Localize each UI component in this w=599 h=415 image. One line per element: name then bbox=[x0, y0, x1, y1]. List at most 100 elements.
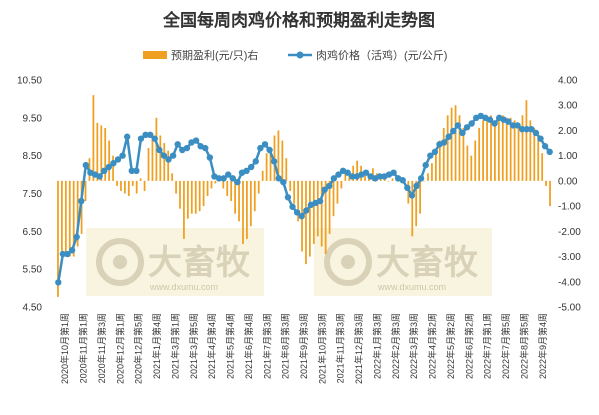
profit-bar bbox=[340, 180, 343, 189]
price-point bbox=[225, 171, 232, 178]
price-point bbox=[270, 158, 278, 165]
price-point bbox=[440, 139, 448, 146]
profit-bar bbox=[238, 180, 240, 222]
price-point bbox=[192, 137, 200, 144]
price-point bbox=[257, 144, 264, 152]
price-point bbox=[321, 186, 328, 193]
right-tick-label: -2.00 bbox=[558, 227, 581, 238]
price-point bbox=[335, 171, 342, 178]
x-tick-label: 2020年10月第1周 bbox=[59, 313, 70, 384]
right-tick-label: 0.00 bbox=[558, 176, 578, 187]
profit-bar bbox=[159, 135, 162, 181]
price-point bbox=[537, 135, 544, 142]
price-point bbox=[101, 167, 108, 174]
right-tick-label: -1.00 bbox=[558, 202, 581, 213]
profit-bar bbox=[261, 170, 264, 181]
price-point bbox=[252, 158, 259, 165]
profit-bar bbox=[57, 180, 59, 297]
left-tick-label: 5.50 bbox=[23, 265, 43, 276]
profit-bar bbox=[214, 180, 217, 184]
profit-bar bbox=[151, 132, 154, 181]
profit-bar bbox=[131, 180, 134, 186]
price-point bbox=[55, 279, 62, 286]
x-tick-label: 2021年4月第4周 bbox=[206, 313, 217, 379]
profit-bar bbox=[104, 127, 107, 181]
price-point bbox=[142, 131, 149, 139]
profit-bar bbox=[442, 127, 445, 181]
price-point bbox=[234, 178, 241, 186]
price-point bbox=[413, 182, 420, 190]
x-tick-label: 2020年12月第1周 bbox=[114, 313, 125, 384]
x-tick-label: 2022年6月第2周 bbox=[463, 313, 474, 379]
profit-bar bbox=[253, 180, 256, 212]
price-point bbox=[266, 146, 273, 154]
profit-bar bbox=[411, 180, 414, 237]
profit-bar bbox=[108, 140, 111, 181]
price-point bbox=[82, 161, 90, 169]
price-point bbox=[399, 177, 406, 184]
profit-bar bbox=[391, 178, 394, 181]
price-point bbox=[156, 146, 163, 154]
price-point bbox=[427, 152, 434, 159]
profit-bar bbox=[175, 180, 177, 194]
price-point bbox=[114, 156, 122, 163]
x-tick-label: 2022年1月第3周 bbox=[371, 313, 382, 379]
x-tick-label: 2021年8月第3周 bbox=[280, 313, 291, 379]
left-tick-label: 10.50 bbox=[17, 76, 42, 87]
profit-bar bbox=[100, 125, 103, 181]
price-point bbox=[523, 125, 530, 133]
price-point bbox=[105, 163, 113, 171]
price-point bbox=[243, 167, 250, 174]
price-point bbox=[110, 160, 117, 167]
watermark-logo-icon bbox=[324, 238, 372, 286]
right-tick-label: 2.00 bbox=[558, 126, 578, 137]
x-tick-label: 2021年11月第3周 bbox=[335, 313, 346, 383]
price-point bbox=[59, 250, 67, 258]
x-tick-label: 2022年7月第1周 bbox=[482, 313, 493, 379]
left-tick-label: 4.50 bbox=[23, 303, 43, 314]
profit-bar bbox=[183, 180, 185, 239]
profit-bar bbox=[230, 180, 233, 202]
profit-bar bbox=[482, 120, 484, 181]
profit-bar bbox=[92, 95, 95, 181]
price-point bbox=[362, 169, 370, 176]
right-tick-label: 3.00 bbox=[558, 101, 578, 112]
profit-bar bbox=[316, 180, 319, 237]
profit-bar bbox=[541, 153, 544, 181]
price-point bbox=[261, 141, 269, 148]
profit-bar bbox=[285, 158, 288, 181]
price-point bbox=[202, 144, 209, 152]
x-tick-label: 2020年11月第3周 bbox=[96, 313, 107, 383]
price-point bbox=[298, 213, 305, 220]
profit-bar bbox=[116, 180, 118, 186]
price-point bbox=[491, 120, 498, 127]
price-point bbox=[349, 173, 356, 180]
price-point bbox=[486, 116, 494, 123]
right-tick-label: -4.00 bbox=[558, 277, 581, 288]
profit-bar bbox=[112, 155, 114, 181]
profit-bar bbox=[474, 140, 477, 181]
legend-bar-swatch bbox=[143, 51, 167, 59]
watermark-logo-icon bbox=[96, 238, 144, 286]
watermark-left: 大畜牧 www.dxumu.com bbox=[86, 228, 264, 296]
profit-bar bbox=[501, 115, 504, 181]
left-tick-label: 6.50 bbox=[23, 227, 43, 238]
profit-bar bbox=[143, 180, 146, 191]
profit-bar bbox=[127, 180, 130, 197]
price-point bbox=[280, 178, 287, 186]
price-point bbox=[532, 129, 540, 137]
profit-bar bbox=[458, 115, 461, 181]
profit-bar bbox=[222, 180, 225, 189]
price-point bbox=[445, 133, 452, 140]
profit-bar bbox=[139, 178, 142, 181]
chart-title: 全国每周肉鸡价格和预期盈利走势图 bbox=[162, 10, 435, 30]
right-tick-label: -3.00 bbox=[558, 252, 581, 263]
profit-bar bbox=[167, 150, 170, 181]
profit-bar bbox=[84, 180, 87, 202]
profit-bar bbox=[368, 178, 370, 181]
watermark-url: www.dxumu.com bbox=[149, 282, 218, 292]
x-tick-label: 2022年2月第3周 bbox=[390, 313, 401, 379]
line-series bbox=[55, 112, 553, 286]
legend-bar-label: 预期盈利(元/只)右 bbox=[171, 48, 258, 62]
profit-bar bbox=[324, 180, 327, 255]
